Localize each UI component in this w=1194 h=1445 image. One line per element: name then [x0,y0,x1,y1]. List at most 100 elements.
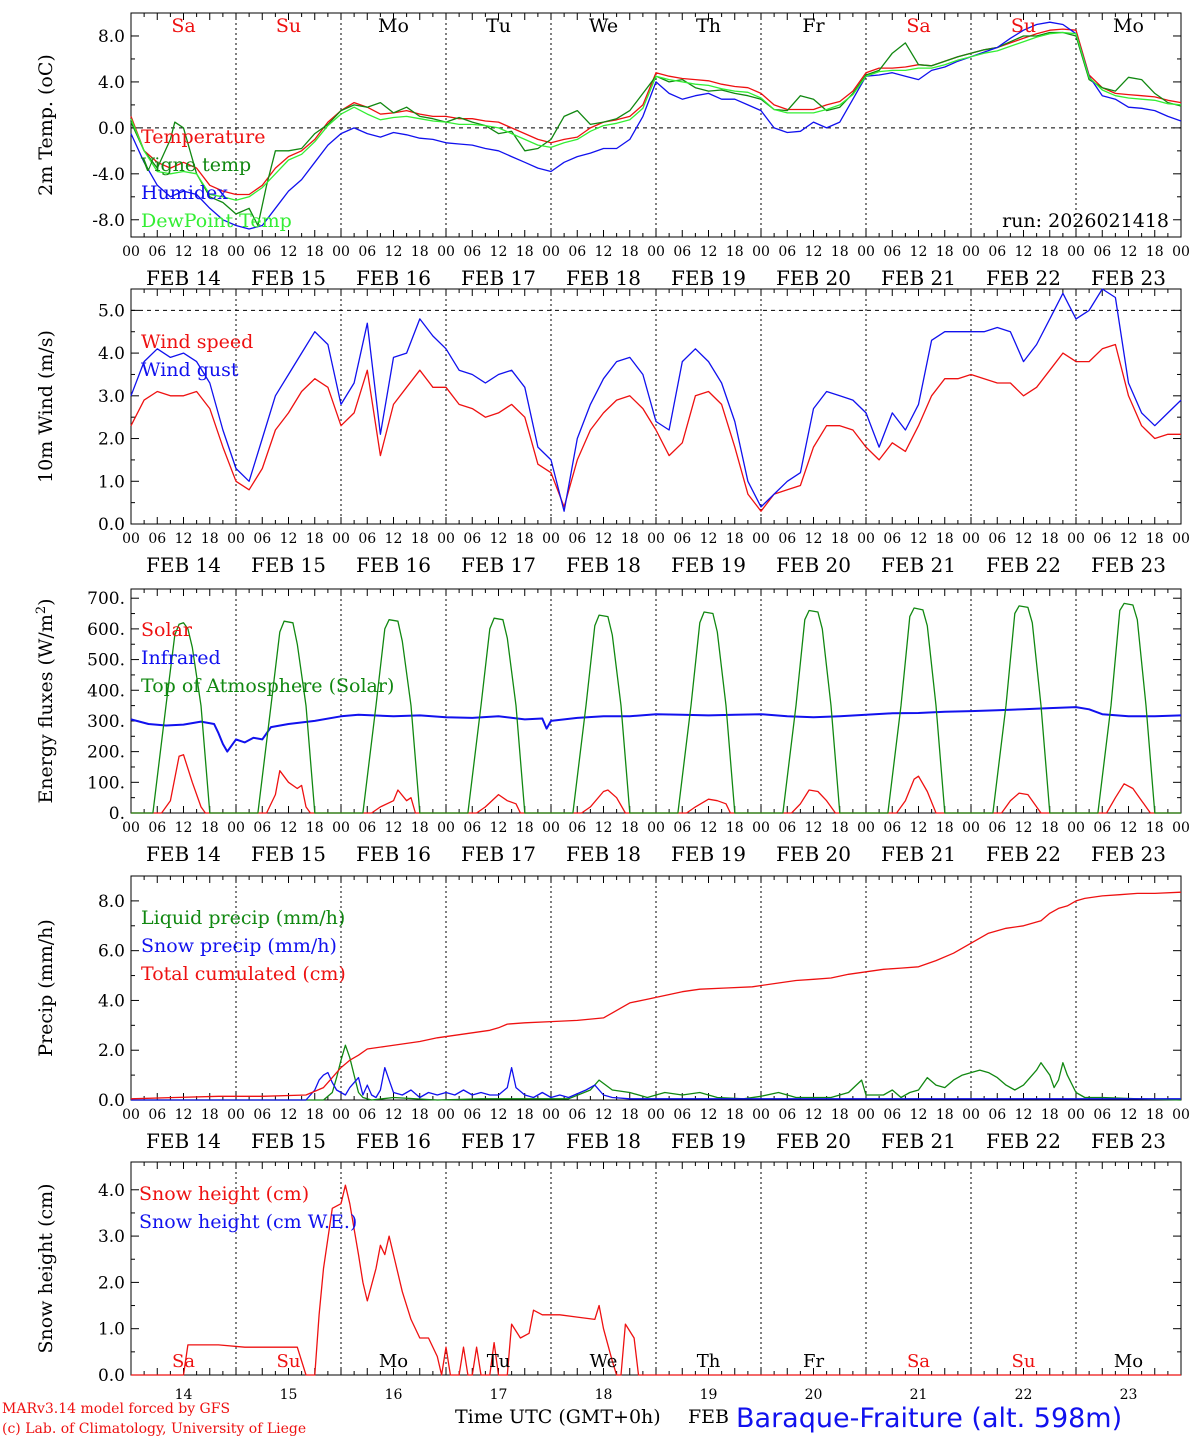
x-date-label: FEB 19 [671,1129,746,1153]
day-name: Mo [1114,1351,1143,1372]
series-vigne-temp [130,31,1182,227]
y-tick-label: -8.0 [92,211,125,231]
x-date-label: FEB 23 [1091,842,1166,866]
x-hour-label: 06 [1093,1107,1111,1123]
date-number: 15 [280,1387,298,1403]
legend-entry: Wind gust [141,359,239,381]
y-axis-label: Snow height (cm) [35,1183,57,1353]
x-hour-label: 06 [673,244,691,260]
legend-entry: Vigne temp [140,154,251,176]
x-hour-label: 00 [542,531,560,547]
x-hour-label: 06 [988,244,1006,260]
x-hour-label: 18 [201,820,219,836]
x-hour-label: 12 [910,244,928,260]
series-wind-speed [130,343,1181,512]
x-hour-label: 06 [778,820,796,836]
x-hour-label: 06 [148,820,166,836]
x-hour-label: 12 [175,531,193,547]
x-hour-label: 06 [358,531,376,547]
x-hour-label: 12 [910,531,928,547]
x-date-label: FEB 16 [356,553,431,577]
x-hour-label: 18 [1041,1107,1059,1123]
x-hour-label: 00 [857,244,875,260]
y-tick-label: 8.0 [98,892,125,912]
x-hour-label: 06 [778,244,796,260]
x-hour-label: 18 [831,820,849,836]
time-axis-label: Time UTC (GMT+0h) [455,1406,661,1428]
day-name: We [589,15,618,37]
x-date-label: FEB 19 [671,266,746,290]
legend-entry: Humidex [141,182,228,204]
x-hour-label: 06 [253,244,271,260]
y-tick-label: 500. [87,651,125,671]
day-name: Sa [907,1351,930,1372]
x-hour-label: 00 [542,244,560,260]
x-date-label: FEB 21 [881,266,956,290]
y-tick-label: 0.0 [98,119,125,139]
x-hour-label: 06 [988,531,1006,547]
legend-entry: Snow precip (mm/h) [141,935,337,957]
day-name: Sa [906,15,930,37]
x-hour-label: 06 [148,1107,166,1123]
legend-entry: Infrared [141,647,221,669]
date-number: 16 [385,1387,403,1403]
x-hour-label: 18 [411,531,429,547]
day-name: Sa [171,15,195,37]
day-name: Fr [802,15,825,37]
x-date-label: FEB 20 [776,1129,851,1153]
y-tick-label: 0.0 [98,1091,125,1111]
x-hour-label: 12 [805,531,823,547]
credit-line-1: MARv3.14 model forced by GFS [2,1401,230,1417]
legend-entry: Snow height (cm) [139,1183,309,1205]
x-hour-label: 18 [726,531,744,547]
y-tick-label: 400. [87,681,125,701]
x-hour-label: 12 [595,820,613,836]
x-hour-label: 06 [1093,531,1111,547]
date-number: 22 [1015,1387,1033,1403]
x-hour-label: 00 [647,244,665,260]
x-hour-label: 12 [175,244,193,260]
x-hour-label: 00 [332,244,350,260]
series-top-of-atmosphere-solar- [131,602,1181,814]
x-hour-label: 18 [726,1107,744,1123]
day-name: We [590,1351,618,1372]
y-axis-label: 2m Temp. (oC) [35,54,57,196]
x-hour-label: 18 [936,820,954,836]
x-hour-label: 18 [831,531,849,547]
panel-snow: 0.0 1.0 2.0 3.0 4.0 Snow height (cm) Snow heig… [35,1161,1182,1403]
x-hour-label: 18 [411,820,429,836]
x-hour-label: 00 [1067,244,1085,260]
x-hour-label: 12 [1120,820,1138,836]
x-hour-label: 18 [516,1107,534,1123]
x-hour-label: 00 [437,244,455,260]
x-hour-label: 12 [280,531,298,547]
x-hour-label: 06 [883,1107,901,1123]
x-hour-label: 12 [700,1107,718,1123]
x-hour-label: 00 [857,820,875,836]
x-date-label: FEB 14 [146,842,221,866]
x-hour-label: 00 [122,244,140,260]
x-hour-label: 12 [700,820,718,836]
x-hour-label: 12 [1120,1107,1138,1123]
x-hour-label: 00 [857,531,875,547]
day-name: Th [697,1351,721,1372]
series-humidex [130,21,1182,230]
date-number: 14 [175,1387,193,1403]
x-hour-label: 00 [752,1107,770,1123]
x-hour-label: 00 [332,820,350,836]
x-hour-label: 12 [910,1107,928,1123]
x-hour-label: 06 [358,244,376,260]
y-tick-label: 300. [87,712,125,732]
x-date-label: FEB 17 [461,1129,536,1153]
date-number: 18 [595,1387,613,1403]
x-hour-label: 18 [621,244,639,260]
x-date-label: FEB 21 [881,842,956,866]
x-hour-label: 00 [1067,531,1085,547]
panel-temp: -8.0 -4.0 0.0 4.0 8.0 2m Temp. (oC) 00 06 12 18 00… [35,12,1190,290]
x-date-label: FEB 23 [1091,266,1166,290]
x-date-label: FEB 18 [566,553,641,577]
date-number: 21 [910,1387,928,1403]
series-snow-precip-mm-h- [131,1066,1181,1101]
x-hour-label: 12 [805,820,823,836]
x-hour-label: 12 [175,1107,193,1123]
